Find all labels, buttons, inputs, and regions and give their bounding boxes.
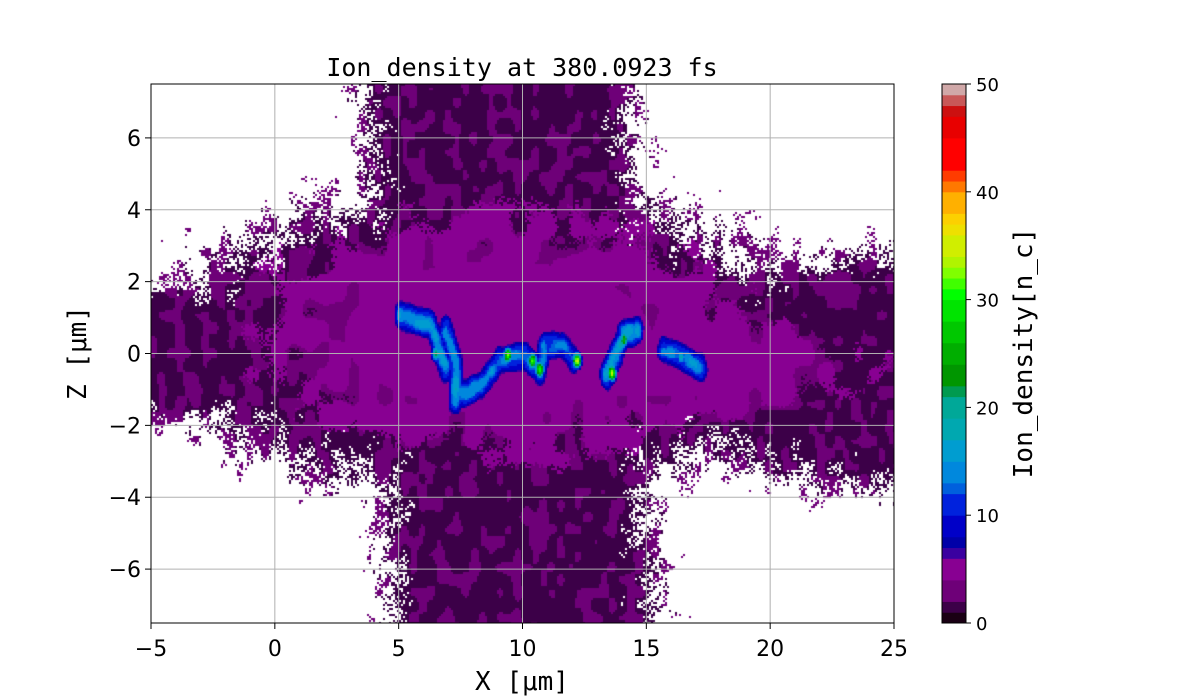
x-tick-label: 15 bbox=[632, 637, 660, 662]
colorbar-level bbox=[942, 342, 966, 365]
colorbar-tick-label: 50 bbox=[976, 75, 999, 96]
colorbar-level bbox=[942, 558, 966, 581]
colorbar-level bbox=[942, 601, 966, 613]
grid-lines bbox=[151, 84, 894, 623]
colorbar-level bbox=[942, 493, 966, 516]
y-tick-label: −6 bbox=[109, 558, 141, 583]
colorbar-level bbox=[942, 547, 966, 559]
colorbar-ticks: 0 10 20 30 40 50 bbox=[966, 75, 999, 635]
colorbar bbox=[942, 84, 966, 624]
chart-title: Ion_density at 380.0923 fs bbox=[326, 53, 717, 82]
colorbar-level bbox=[942, 299, 966, 322]
colorbar-level bbox=[942, 418, 966, 441]
y-tick-label: 0 bbox=[127, 343, 141, 368]
colorbar-level bbox=[942, 256, 966, 268]
x-ticks: −5 0 5 10 15 20 25 bbox=[135, 623, 908, 662]
colorbar-level bbox=[942, 579, 966, 602]
y-tick-label: 4 bbox=[127, 199, 141, 224]
colorbar-level bbox=[942, 181, 966, 193]
x-axis-label: X [μm] bbox=[475, 667, 569, 697]
colorbar-level bbox=[942, 94, 966, 107]
colorbar-level bbox=[942, 288, 966, 301]
colorbar-level bbox=[942, 439, 966, 462]
colorbar-level bbox=[942, 364, 966, 387]
colorbar-level bbox=[942, 321, 966, 344]
colorbar-level bbox=[942, 612, 966, 624]
y-tick-label: −2 bbox=[109, 414, 141, 439]
colorbar-level bbox=[942, 116, 966, 139]
y-axis-label: Z [μm] bbox=[63, 306, 93, 400]
x-tick-label: 10 bbox=[509, 637, 537, 662]
colorbar-level bbox=[942, 267, 966, 279]
colorbar-level bbox=[942, 170, 966, 182]
colorbar-level bbox=[942, 385, 966, 398]
y-tick-label: 2 bbox=[127, 271, 141, 296]
colorbar-level bbox=[942, 515, 966, 538]
colorbar-level bbox=[942, 84, 966, 96]
y-tick-label: −4 bbox=[109, 486, 141, 511]
colorbar-tick-label: 40 bbox=[976, 183, 999, 204]
y-tick-label: 6 bbox=[127, 127, 141, 152]
colorbar-level bbox=[942, 396, 966, 419]
colorbar-label: Ion_density[n_c] bbox=[1009, 228, 1039, 478]
colorbar-level bbox=[942, 137, 966, 171]
colorbar-level bbox=[942, 224, 966, 236]
x-tick-label: 0 bbox=[268, 637, 282, 662]
x-tick-label: −5 bbox=[135, 637, 167, 662]
y-ticks: −6 −4 −2 0 2 4 6 bbox=[109, 127, 151, 583]
colorbar-tick-label: 20 bbox=[976, 398, 999, 419]
colorbar-tick-label: 30 bbox=[976, 291, 999, 312]
colorbar-level bbox=[942, 213, 966, 225]
colorbar-level bbox=[942, 105, 966, 117]
colorbar-level bbox=[942, 482, 966, 495]
colorbar-level bbox=[942, 191, 966, 214]
x-tick-label: 20 bbox=[756, 637, 784, 662]
colorbar-level bbox=[942, 536, 966, 549]
colorbar-frame bbox=[941, 83, 967, 624]
colorbar-tick-label: 10 bbox=[976, 506, 999, 527]
x-tick-label: 25 bbox=[880, 637, 908, 662]
colorbar-tick-label: 0 bbox=[976, 614, 987, 635]
colorbar-level bbox=[942, 234, 966, 257]
x-tick-label: 5 bbox=[392, 637, 406, 662]
colorbar-level bbox=[942, 278, 966, 290]
colorbar-level bbox=[942, 461, 966, 484]
